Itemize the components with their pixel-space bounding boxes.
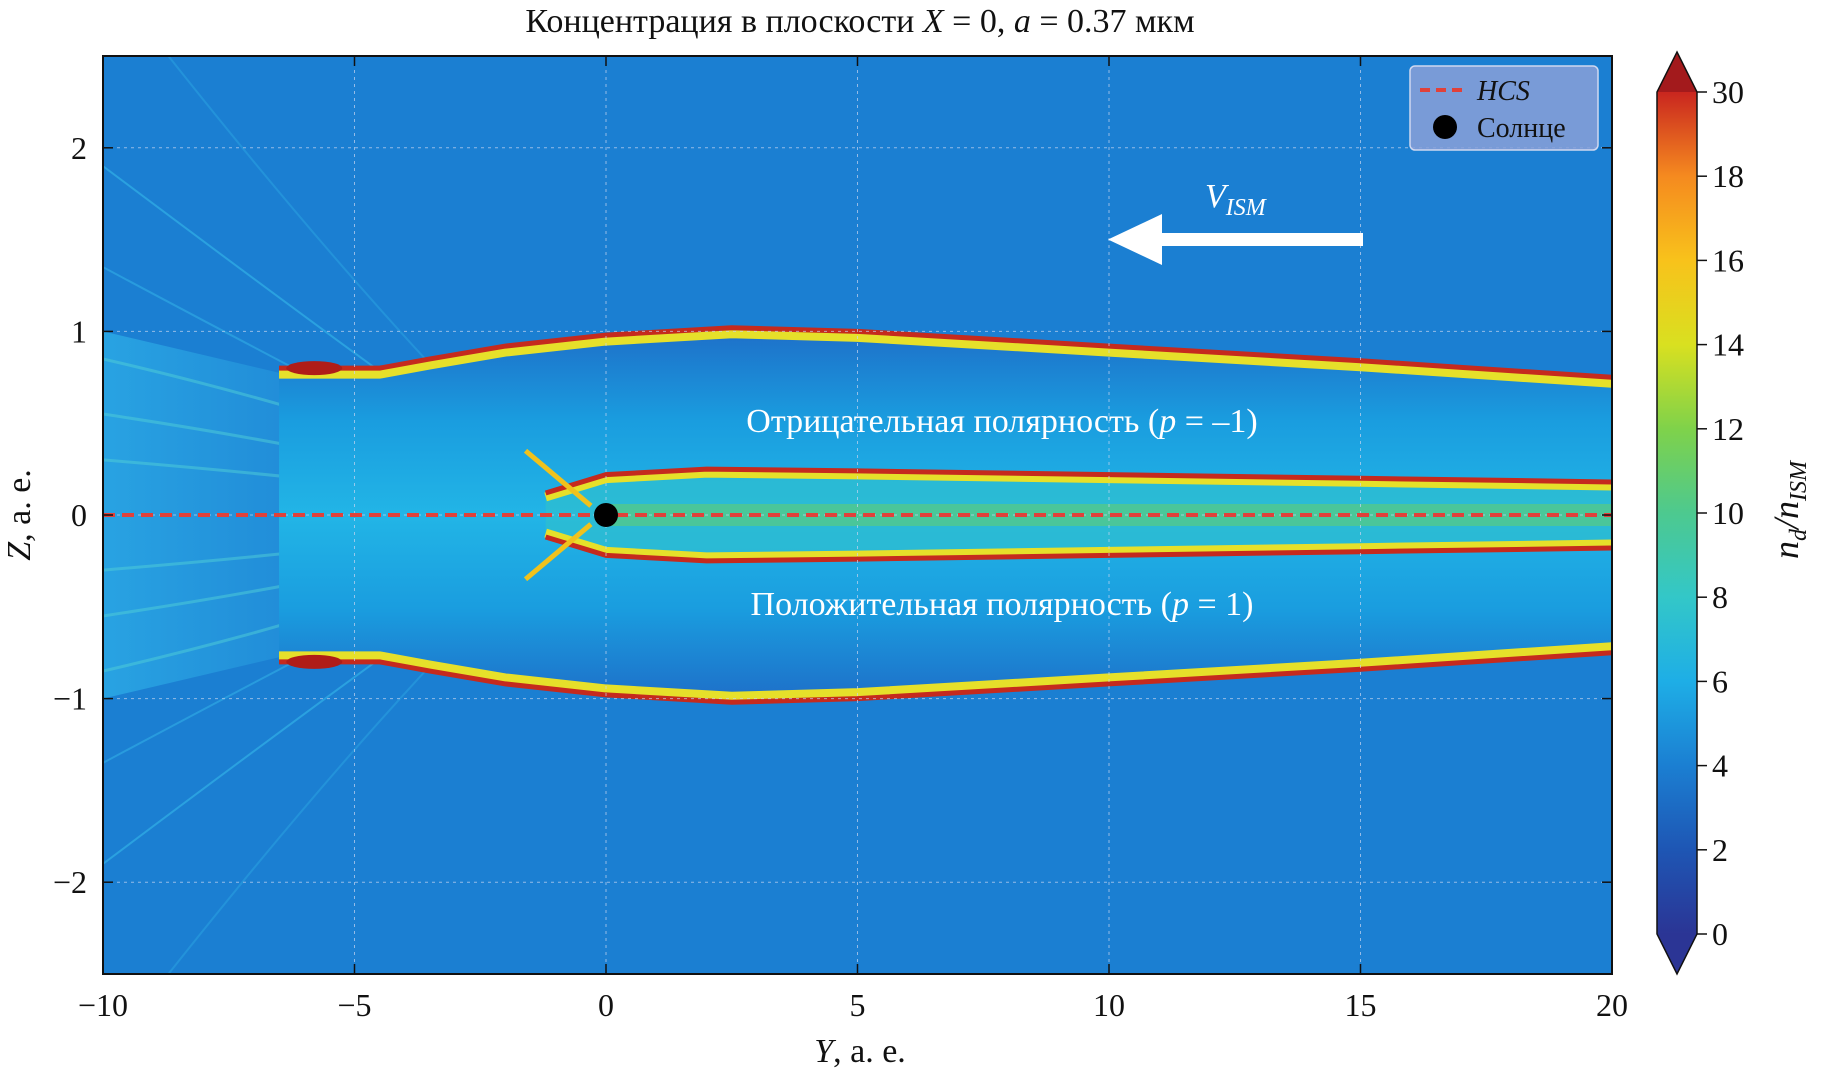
colorbar-bottom-extend <box>1657 934 1697 974</box>
colorbar: 0 2 4 6 8 10 12 14 16 18 30 nd/nISM <box>1656 50 1812 976</box>
colorbar-tick-label: 16 <box>1712 242 1744 278</box>
x-tick-label: 0 <box>598 987 614 1023</box>
colorbar-gradient <box>1657 92 1697 934</box>
colorbar-tick-label: 2 <box>1712 832 1728 868</box>
x-tick-label: 10 <box>1093 987 1125 1023</box>
x-axis-label: Y, а. е. <box>814 1033 906 1070</box>
hot-spot <box>286 361 343 376</box>
y-tick-label: 2 <box>71 130 87 166</box>
colorbar-tick-label: 18 <box>1712 158 1744 194</box>
outer-upper-boundary-glow <box>279 329 1612 388</box>
y-tick-label: −1 <box>53 681 87 717</box>
series-layer <box>103 503 1612 527</box>
legend-sun-icon <box>1433 115 1457 139</box>
colorbar-tick-label: 14 <box>1712 327 1744 363</box>
outer-upper-boundary <box>279 325 1612 380</box>
velocity-annotation: VISM <box>1108 178 1363 265</box>
sun-marker <box>594 503 618 527</box>
positive-polarity-label: Положительная полярность (p = 1) <box>751 586 1254 623</box>
colorbar-tick-label: 10 <box>1712 495 1744 531</box>
colorbar-tick-label: 8 <box>1712 579 1728 615</box>
legend-box <box>1409 65 1599 151</box>
x-tick-label: 15 <box>1345 987 1377 1023</box>
colorbar-tick-label: 12 <box>1712 411 1744 447</box>
legend-sun-label: Солнце <box>1477 113 1566 144</box>
y-tick-label: 1 <box>71 313 87 349</box>
x-tick-label: 5 <box>850 987 866 1023</box>
legend: HCS Солнце <box>1409 65 1599 151</box>
velocity-arrow-icon <box>1108 214 1363 265</box>
caustic-bright <box>523 448 593 508</box>
colorbar-label: nd/nISM <box>1766 459 1812 559</box>
y-axis-ticks: −2 −1 0 1 2 <box>53 130 1612 900</box>
x-tick-label: −5 <box>337 987 371 1023</box>
legend-hcs-label: HCS <box>1476 76 1530 107</box>
y-tick-label: 0 <box>71 497 87 533</box>
colorbar-tick-label: 4 <box>1712 748 1728 784</box>
outer-lower-boundary <box>279 650 1612 705</box>
velocity-label: VISM <box>1205 178 1268 221</box>
hot-spot <box>286 654 343 669</box>
y-axis-label: Z, а. е. <box>1 469 38 561</box>
x-axis-ticks: −10 −5 0 5 10 15 20 <box>78 56 1628 1023</box>
x-tick-label: −10 <box>78 987 128 1023</box>
chart-title: Концентрация в плоскости X = 0, a = 0.37… <box>525 3 1194 40</box>
colorbar-tick-label: 0 <box>1712 916 1728 952</box>
colorbar-top-extend <box>1657 52 1697 92</box>
y-tick-label: −2 <box>53 864 87 900</box>
outer-lower-boundary-glow <box>279 642 1612 701</box>
colorbar-tick-label: 6 <box>1712 663 1728 699</box>
caustic-bright <box>523 522 593 582</box>
grid-lines <box>103 56 1612 974</box>
x-tick-label: 20 <box>1596 987 1628 1023</box>
colorbar-tick-label: 30 <box>1712 74 1744 110</box>
colorbar-ticks: 0 2 4 6 8 10 12 14 16 18 30 <box>1697 74 1744 952</box>
negative-polarity-label: Отрицательная полярность (p = –1) <box>746 403 1257 440</box>
